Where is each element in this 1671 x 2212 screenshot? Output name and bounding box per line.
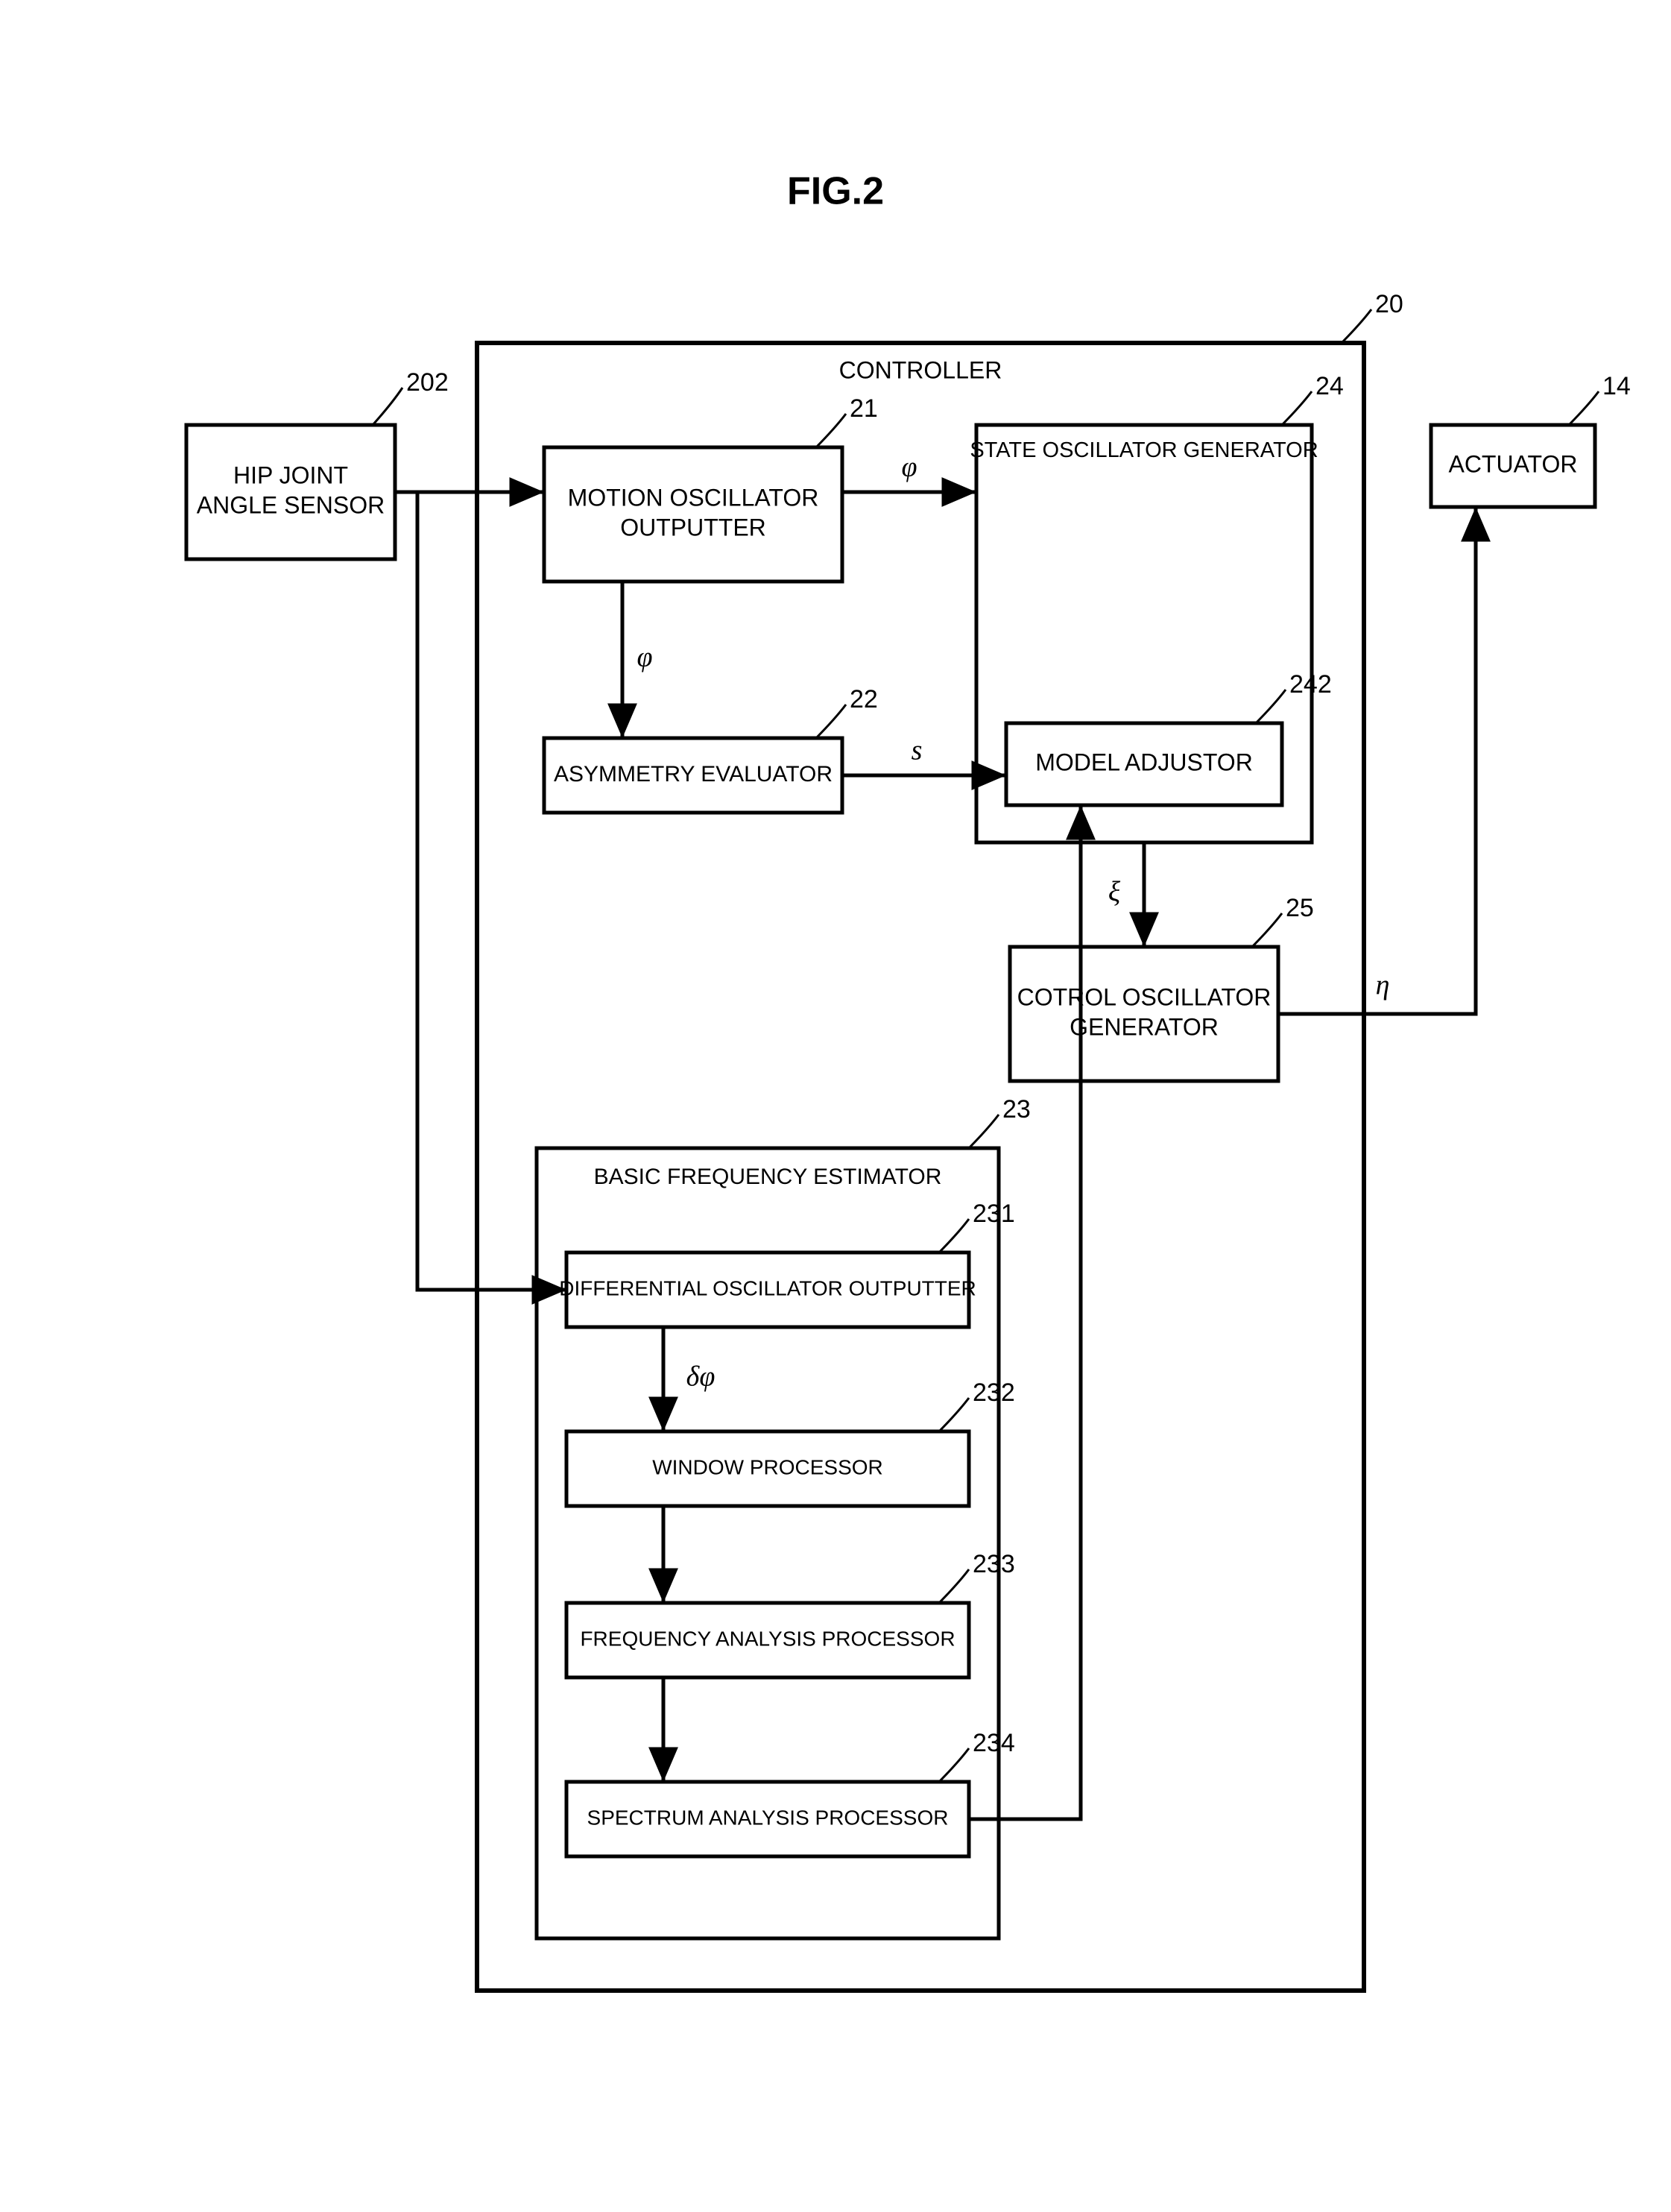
svg-text:FREQUENCY ANALYSIS PROCESSOR: FREQUENCY ANALYSIS PROCESSOR [580, 1627, 955, 1650]
svg-text:HIP JOINT: HIP JOINT [233, 461, 348, 488]
edge-label-motion-to-state: φ [901, 452, 917, 483]
refnum-hip_joint: 202 [406, 368, 449, 397]
refnum-window: 232 [973, 1378, 1015, 1407]
svg-text:ASYMMETRY EVALUATOR: ASYMMETRY EVALUATOR [554, 762, 833, 787]
refnum-bfe: 23 [1002, 1095, 1031, 1124]
svg-text:MODEL ADJUSTOR: MODEL ADJUSTOR [1035, 749, 1253, 775]
svg-text:SPECTRUM ANALYSIS PROCESSOR: SPECTRUM ANALYSIS PROCESSOR [587, 1806, 949, 1829]
refnum-controller: 20 [1375, 290, 1403, 318]
refnum-actuator: 14 [1602, 372, 1631, 400]
figure-title: FIG.2 [787, 170, 884, 213]
svg-text:ANGLE SENSOR: ANGLE SENSOR [197, 491, 385, 518]
svg-text:CONTROLLER: CONTROLLER [839, 357, 1002, 384]
svg-text:MOTION OSCILLATOR: MOTION OSCILLATOR [568, 484, 819, 511]
refnum-ctrl_osc: 25 [1286, 894, 1314, 922]
svg-text:STATE OSCILLATOR GENERATOR: STATE OSCILLATOR GENERATOR [970, 438, 1318, 462]
refnum-asym_eval: 22 [850, 685, 878, 713]
svg-text:COTROL OSCILLATOR: COTROL OSCILLATOR [1017, 983, 1272, 1010]
refnum-motion_osc: 21 [850, 394, 878, 423]
refnum-model_adj: 242 [1289, 670, 1332, 699]
edge-label-asym-to-model: s [912, 735, 923, 766]
edge-label-motion-to-asym: φ [637, 642, 652, 673]
refnum-freq: 233 [973, 1550, 1015, 1578]
svg-text:ACTUATOR: ACTUATOR [1448, 450, 1577, 477]
svg-text:GENERATOR: GENERATOR [1070, 1013, 1219, 1040]
edge-label-state-to-ctrl: ξ [1108, 877, 1121, 908]
edge-label-diff-to-window: δφ [686, 1361, 716, 1393]
svg-text:OUTPUTTER: OUTPUTTER [620, 514, 766, 541]
svg-text:DIFFERENTIAL OSCILLATOR OUTPUT: DIFFERENTIAL OSCILLATOR OUTPUTTER [559, 1276, 976, 1299]
svg-text:WINDOW PROCESSOR: WINDOW PROCESSOR [652, 1455, 883, 1478]
refnum-spectrum: 234 [973, 1729, 1015, 1757]
refnum-state_osc: 24 [1315, 372, 1344, 400]
svg-text:BASIC FREQUENCY ESTIMATOR: BASIC FREQUENCY ESTIMATOR [594, 1165, 942, 1189]
refnum-diff_osc: 231 [973, 1200, 1015, 1228]
edge-label-ctrl-to-actuator: η [1376, 970, 1390, 1001]
